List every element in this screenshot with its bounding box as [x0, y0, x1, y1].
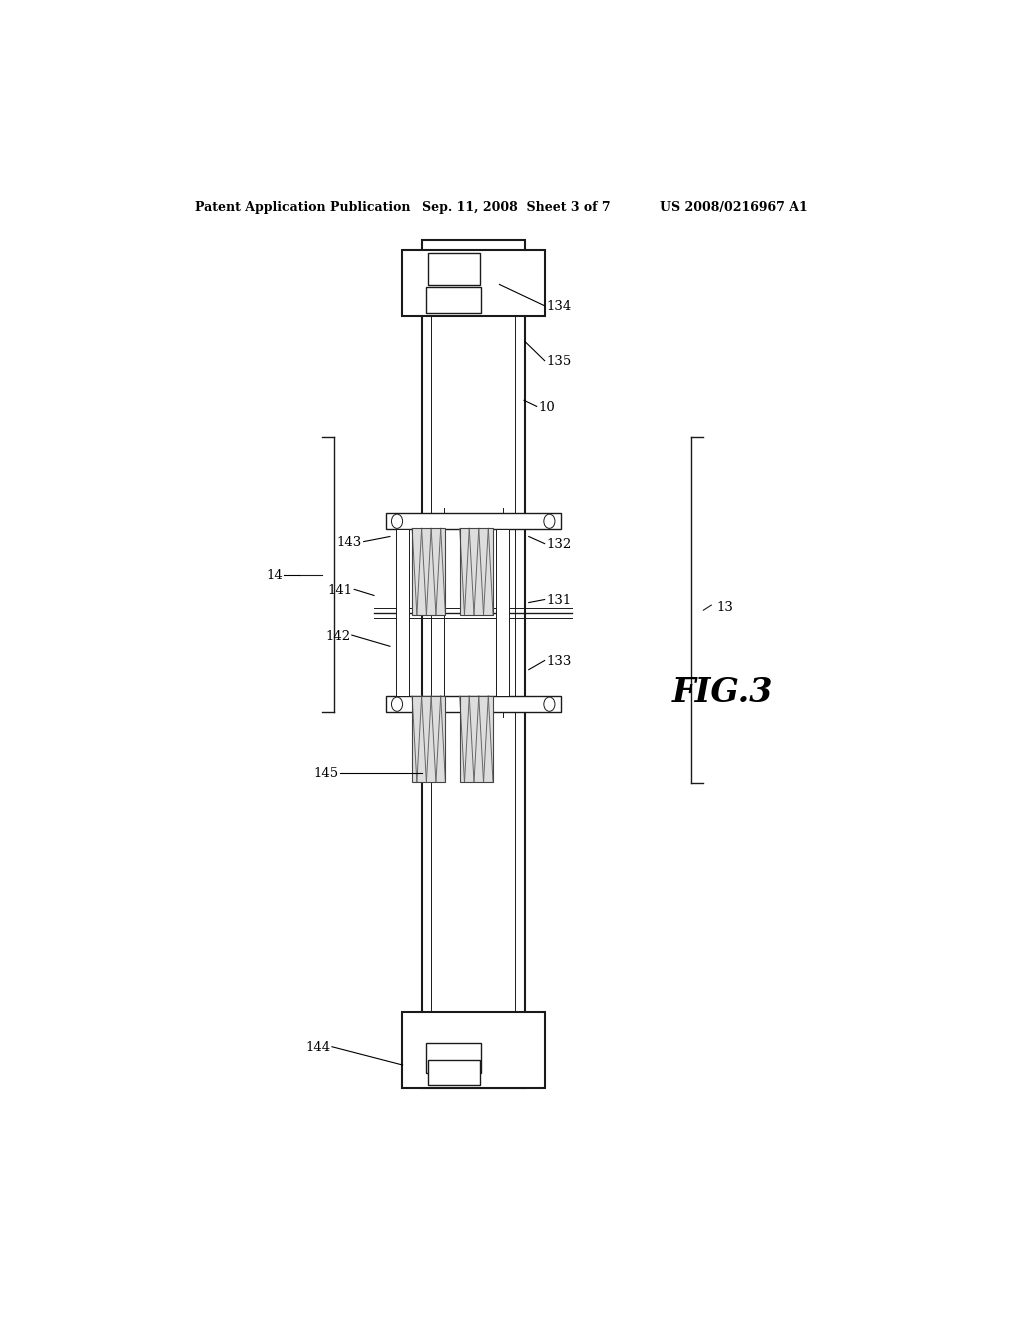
Bar [386, 696, 560, 713]
Text: US 2008/0216967 A1: US 2008/0216967 A1 [659, 201, 808, 214]
Text: 13: 13 [717, 601, 734, 614]
Circle shape [544, 697, 555, 711]
Bar [412, 696, 445, 783]
Bar [401, 1012, 545, 1089]
Text: 14: 14 [266, 569, 283, 582]
Bar [426, 288, 481, 313]
Bar [422, 240, 524, 1089]
Text: 133: 133 [546, 655, 571, 668]
Text: 141: 141 [328, 583, 352, 597]
Text: 144: 144 [305, 1041, 331, 1055]
Bar [401, 249, 545, 315]
Bar [497, 529, 509, 696]
Text: 131: 131 [546, 594, 571, 607]
Circle shape [391, 515, 402, 528]
Bar [412, 528, 445, 615]
Bar [460, 696, 494, 783]
Circle shape [391, 697, 402, 711]
Bar [386, 513, 560, 529]
Text: 134: 134 [546, 300, 571, 313]
Bar [412, 696, 445, 783]
Bar [460, 528, 494, 615]
Text: Sep. 11, 2008  Sheet 3 of 7: Sep. 11, 2008 Sheet 3 of 7 [422, 201, 610, 214]
Bar [426, 1043, 481, 1073]
Text: 143: 143 [337, 536, 362, 549]
Text: 145: 145 [313, 767, 338, 780]
Bar [460, 696, 494, 783]
Text: 135: 135 [546, 355, 571, 368]
Bar [412, 528, 445, 615]
Text: 142: 142 [325, 630, 350, 643]
Bar [460, 528, 494, 615]
Bar [428, 253, 479, 285]
Text: FIG.3: FIG.3 [672, 676, 773, 709]
Text: 132: 132 [546, 539, 571, 552]
Text: 10: 10 [539, 401, 555, 414]
Bar [428, 1060, 479, 1085]
Circle shape [544, 515, 555, 528]
Text: Patent Application Publication: Patent Application Publication [196, 201, 411, 214]
Bar [396, 529, 409, 696]
